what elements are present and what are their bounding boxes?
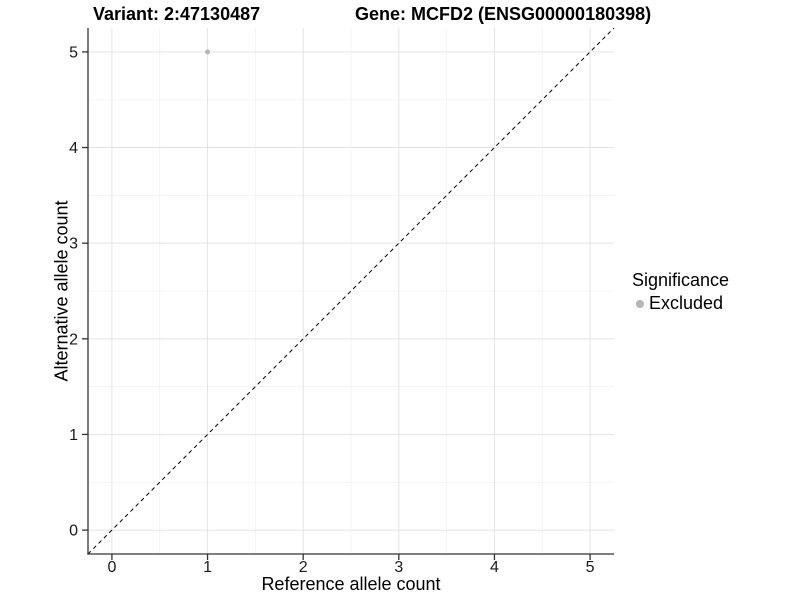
x-tick-label: 4 — [490, 559, 499, 576]
legend-title: Significance — [632, 270, 730, 290]
legend: Significance Excluded — [632, 270, 729, 314]
legend-entry-excluded: Excluded — [632, 293, 729, 314]
y-axis-label: Alternative allele count — [51, 200, 72, 382]
excluded-point-icon — [636, 299, 644, 308]
data-point — [205, 49, 211, 55]
x-tick-label: 5 — [586, 559, 595, 576]
y-tick-label: 1 — [69, 427, 78, 444]
x-tick-label: 0 — [107, 559, 116, 576]
y-tick-label: 0 — [69, 523, 78, 540]
y-tick-label: 5 — [69, 44, 78, 61]
y-tick-label: 2 — [69, 331, 78, 348]
variant-title: Variant: 2:47130487 — [93, 4, 261, 24]
x-tick-label: 3 — [394, 559, 403, 576]
x-tick-label: 1 — [203, 559, 212, 576]
identity-line — [87, 27, 615, 555]
y-tick-label: 4 — [69, 140, 78, 157]
x-tick-label: 2 — [299, 559, 308, 576]
y-tick-label: 3 — [69, 236, 78, 253]
legend-entry-label: Excluded — [649, 293, 724, 313]
x-axis-label: Reference allele count — [261, 574, 441, 594]
gene-title: Gene: MCFD2 (ENSG00000180398) — [355, 4, 652, 24]
